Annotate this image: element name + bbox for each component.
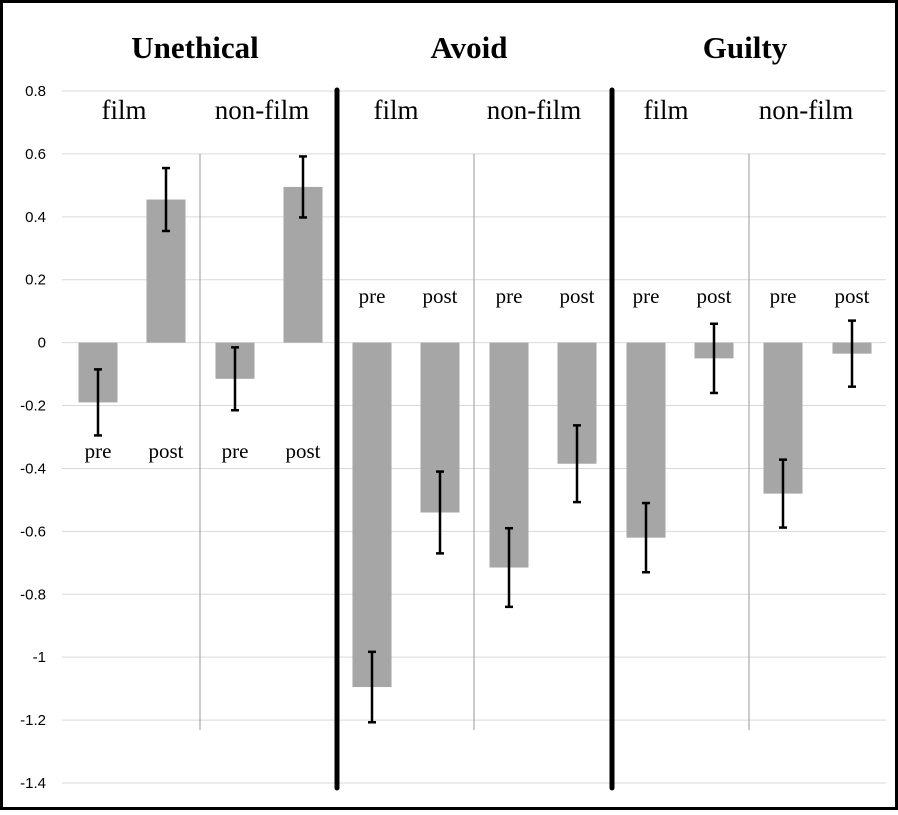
subgroup-label: film <box>102 95 147 125</box>
bar-label: pre <box>633 284 660 308</box>
bar-label: post <box>285 439 320 463</box>
subgroup-label: film <box>644 95 689 125</box>
bar-label: post <box>422 284 457 308</box>
subgroup-label: non-film <box>215 95 310 125</box>
bar-label: post <box>834 284 869 308</box>
y-tick-label: -0.6 <box>20 523 46 540</box>
bar-label: post <box>696 284 731 308</box>
bar-label: pre <box>359 284 386 308</box>
labels: Unethical film pre post non-film pre post Avoid… <box>85 30 870 463</box>
bar-label: post <box>559 284 594 308</box>
panel-title: Guilty <box>703 30 788 65</box>
bars <box>78 186 872 688</box>
bar <box>352 342 392 688</box>
bar-label: pre <box>85 439 112 463</box>
y-tick-label: -0.8 <box>20 586 46 603</box>
y-tick-label: 0.6 <box>25 146 46 163</box>
y-tick-label: 0.2 <box>25 272 46 289</box>
y-tick-label: -1 <box>33 649 46 666</box>
y-tick-label: -0.4 <box>20 460 46 477</box>
bar-label: pre <box>496 284 523 308</box>
bar-label: pre <box>770 284 797 308</box>
error-bars <box>94 155 856 724</box>
y-tick-label: 0.8 <box>25 83 46 100</box>
y-tick-label: -1.4 <box>20 775 46 792</box>
subgroup-label: film <box>374 95 419 125</box>
y-tick-label: -0.2 <box>20 398 46 415</box>
subgroup-label: non-film <box>487 95 582 125</box>
subgroup-label: non-film <box>759 95 854 125</box>
bar-label: pre <box>222 439 249 463</box>
panel-title: Unethical <box>131 30 259 65</box>
y-tick-label: -1.2 <box>20 712 46 729</box>
bar-label: post <box>148 439 183 463</box>
dividers <box>199 87 750 791</box>
y-axis-ticks: 0.8 0.6 0.4 0.2 0 -0.2 -0.4 -0.6 -0.8 -1 -1.2 -1.4 <box>20 83 46 792</box>
panel-title: Avoid <box>431 30 508 65</box>
y-tick-label: 0 <box>38 335 46 352</box>
y-tick-label: 0.4 <box>25 209 46 226</box>
